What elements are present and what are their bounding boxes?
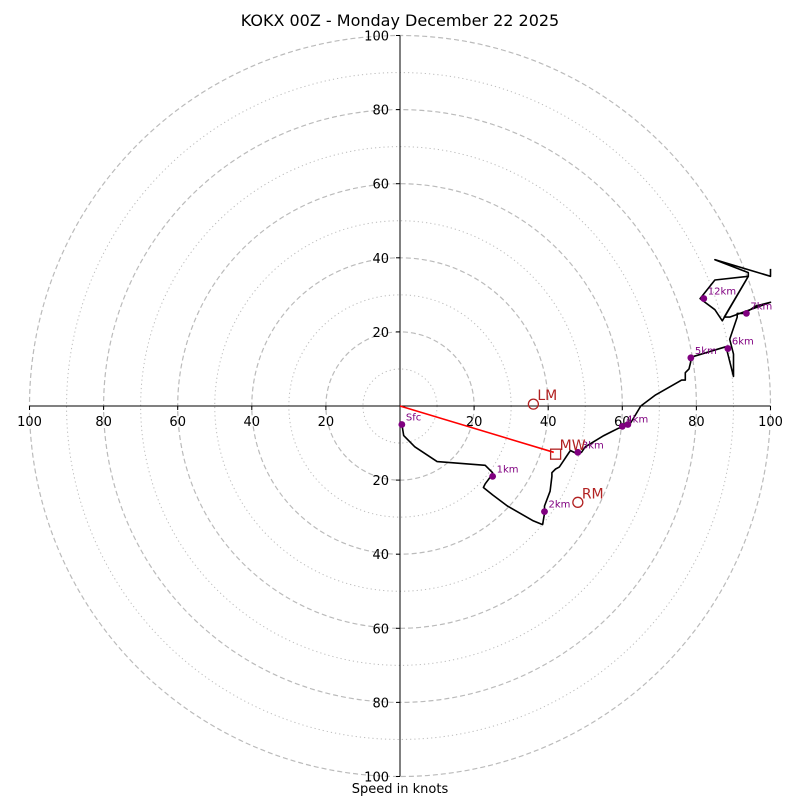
- storm-motion-marker: [572, 496, 584, 508]
- y-tick-label: 100: [364, 30, 389, 45]
- height-marker-label: 6km: [732, 337, 754, 348]
- y-tick-label: 80: [372, 104, 389, 119]
- tick-labels: 100 80 60 40 20 20 40 60 80 100100806040202040608…: [17, 30, 783, 786]
- storm-motion-label: LM: [537, 388, 557, 404]
- chart-title: KOKX 00Z - Monday December 22 2025: [240, 11, 560, 30]
- storm-motion-label: MW: [560, 438, 586, 454]
- hodograph-line: [401, 258, 772, 526]
- x-tick-label: 60: [169, 415, 186, 430]
- height-marker-label: 12km: [708, 287, 736, 298]
- y-tick-label: 60: [372, 622, 389, 637]
- height-markers: Sfc 1km 2km 3km 4km 5km 6km 7km 12km: [398, 287, 772, 515]
- height-marker-label: 5km: [695, 346, 717, 357]
- storm-motion-marker: [549, 448, 562, 460]
- y-tick-label: 100: [364, 771, 389, 786]
- height-marker: [398, 421, 406, 428]
- height-marker: [541, 508, 548, 515]
- y-tick-label: 40: [372, 252, 389, 267]
- mean-wind-vector: [399, 405, 554, 454]
- height-marker-label: 1km: [497, 464, 519, 475]
- height-marker: [743, 309, 750, 317]
- height-marker-label: 2km: [548, 500, 570, 511]
- y-tick-label: 80: [372, 696, 389, 711]
- y-tick-label: 20: [372, 474, 389, 489]
- height-marker: [624, 421, 632, 428]
- y-tick-label: 40: [372, 548, 389, 563]
- hodograph-trace: [401, 258, 772, 526]
- x-tick-label: 100: [17, 415, 42, 430]
- height-marker: [574, 448, 582, 456]
- x-axis-label: Speed in knots: [351, 782, 449, 797]
- x-tick-label: 20: [318, 415, 335, 430]
- height-marker-label: Sfc: [406, 413, 421, 424]
- mean-wind-vector-layer: [399, 405, 554, 454]
- x-tick-label: 100: [758, 415, 783, 430]
- storm-motion-label: RM: [582, 486, 604, 502]
- height-marker: [687, 354, 695, 362]
- height-marker-label: 7km: [750, 301, 772, 312]
- x-tick-label: 40: [244, 415, 261, 430]
- height-marker: [618, 422, 626, 430]
- y-tick-label: 60: [372, 178, 389, 193]
- height-marker-label: 4km: [626, 414, 648, 425]
- y-tick-label: 20: [372, 326, 389, 341]
- height-marker-label: 3km: [582, 440, 604, 451]
- storm-motion-marker: [527, 398, 540, 410]
- x-tick-label: 80: [95, 415, 112, 430]
- x-tick-label: 40: [540, 415, 557, 430]
- height-marker: [489, 472, 497, 480]
- x-tick-label: 80: [688, 415, 705, 430]
- storm-motion-markers: LM MW RM: [527, 388, 604, 508]
- height-marker: [724, 345, 732, 352]
- height-marker: [700, 295, 708, 302]
